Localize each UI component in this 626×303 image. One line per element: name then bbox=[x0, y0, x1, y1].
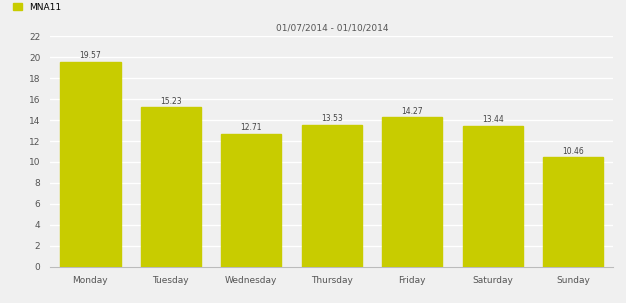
Bar bbox=[221, 134, 282, 267]
Text: 10.46: 10.46 bbox=[562, 147, 584, 155]
Text: 15.23: 15.23 bbox=[160, 97, 182, 106]
Bar bbox=[382, 117, 443, 267]
Text: 13.44: 13.44 bbox=[482, 115, 504, 125]
Bar bbox=[302, 125, 362, 267]
Legend: MNA11: MNA11 bbox=[9, 0, 65, 16]
Text: 14.27: 14.27 bbox=[401, 107, 423, 116]
Text: 12.71: 12.71 bbox=[240, 123, 262, 132]
Bar bbox=[141, 107, 201, 267]
Bar bbox=[463, 126, 523, 267]
Text: 19.57: 19.57 bbox=[80, 51, 101, 60]
Bar bbox=[60, 62, 120, 267]
Title: 01/07/2014 - 01/10/2014: 01/07/2014 - 01/10/2014 bbox=[275, 24, 388, 33]
Bar bbox=[543, 157, 603, 267]
Text: 13.53: 13.53 bbox=[321, 115, 342, 123]
